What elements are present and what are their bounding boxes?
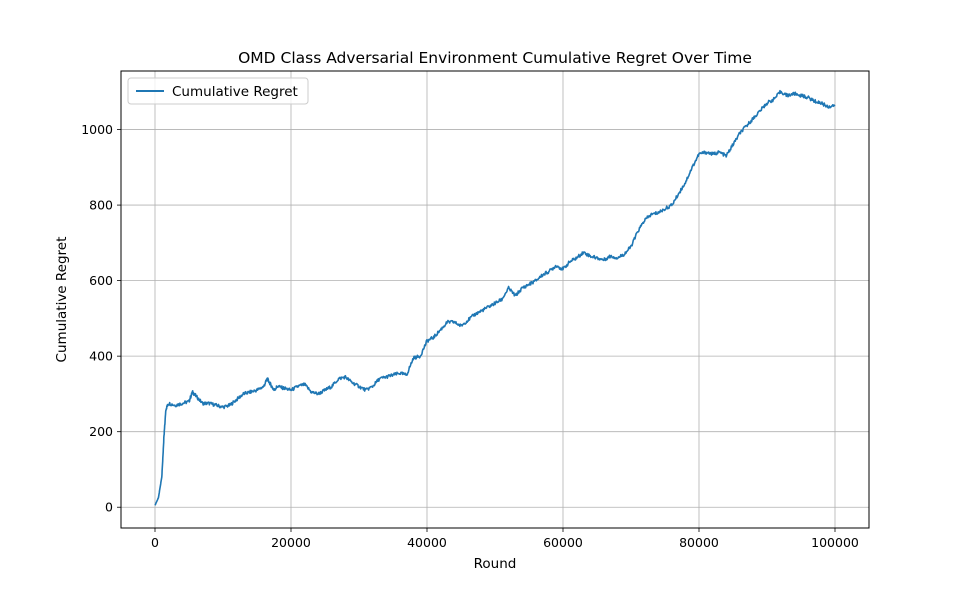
plot-frame bbox=[120, 70, 870, 529]
y-tick-label: 200 bbox=[89, 424, 113, 439]
y-tick-label: 800 bbox=[89, 198, 113, 213]
x-tick-label: 100000 bbox=[811, 535, 859, 550]
x-tick-label: 60000 bbox=[543, 535, 583, 550]
y-tick-label: 1000 bbox=[81, 122, 113, 137]
line-layer bbox=[154, 89, 836, 506]
x-tick-label: 0 bbox=[151, 535, 159, 550]
y-tick-label: 600 bbox=[89, 273, 113, 288]
x-tick-label: 80000 bbox=[679, 535, 719, 550]
y-tick-label: 0 bbox=[105, 500, 113, 515]
legend-label: Cumulative Regret bbox=[172, 84, 298, 100]
x-tick-label: 20000 bbox=[271, 535, 311, 550]
y-axis-label: Cumulative Regret bbox=[54, 237, 70, 363]
chart-title: OMD Class Adversarial Environment Cumula… bbox=[238, 49, 752, 67]
ticks: 0 20000 40000 60000 80000 100000 0 200 400 600 800… bbox=[81, 122, 859, 550]
legend: Cumulative Regret bbox=[127, 77, 309, 105]
grid bbox=[121, 71, 869, 528]
x-axis-label: Round bbox=[474, 556, 517, 572]
x-tick-label: 40000 bbox=[407, 535, 447, 550]
legend-box bbox=[127, 77, 309, 105]
series-line-cumulative-regret bbox=[154, 89, 836, 506]
y-tick-label: 400 bbox=[89, 349, 113, 364]
